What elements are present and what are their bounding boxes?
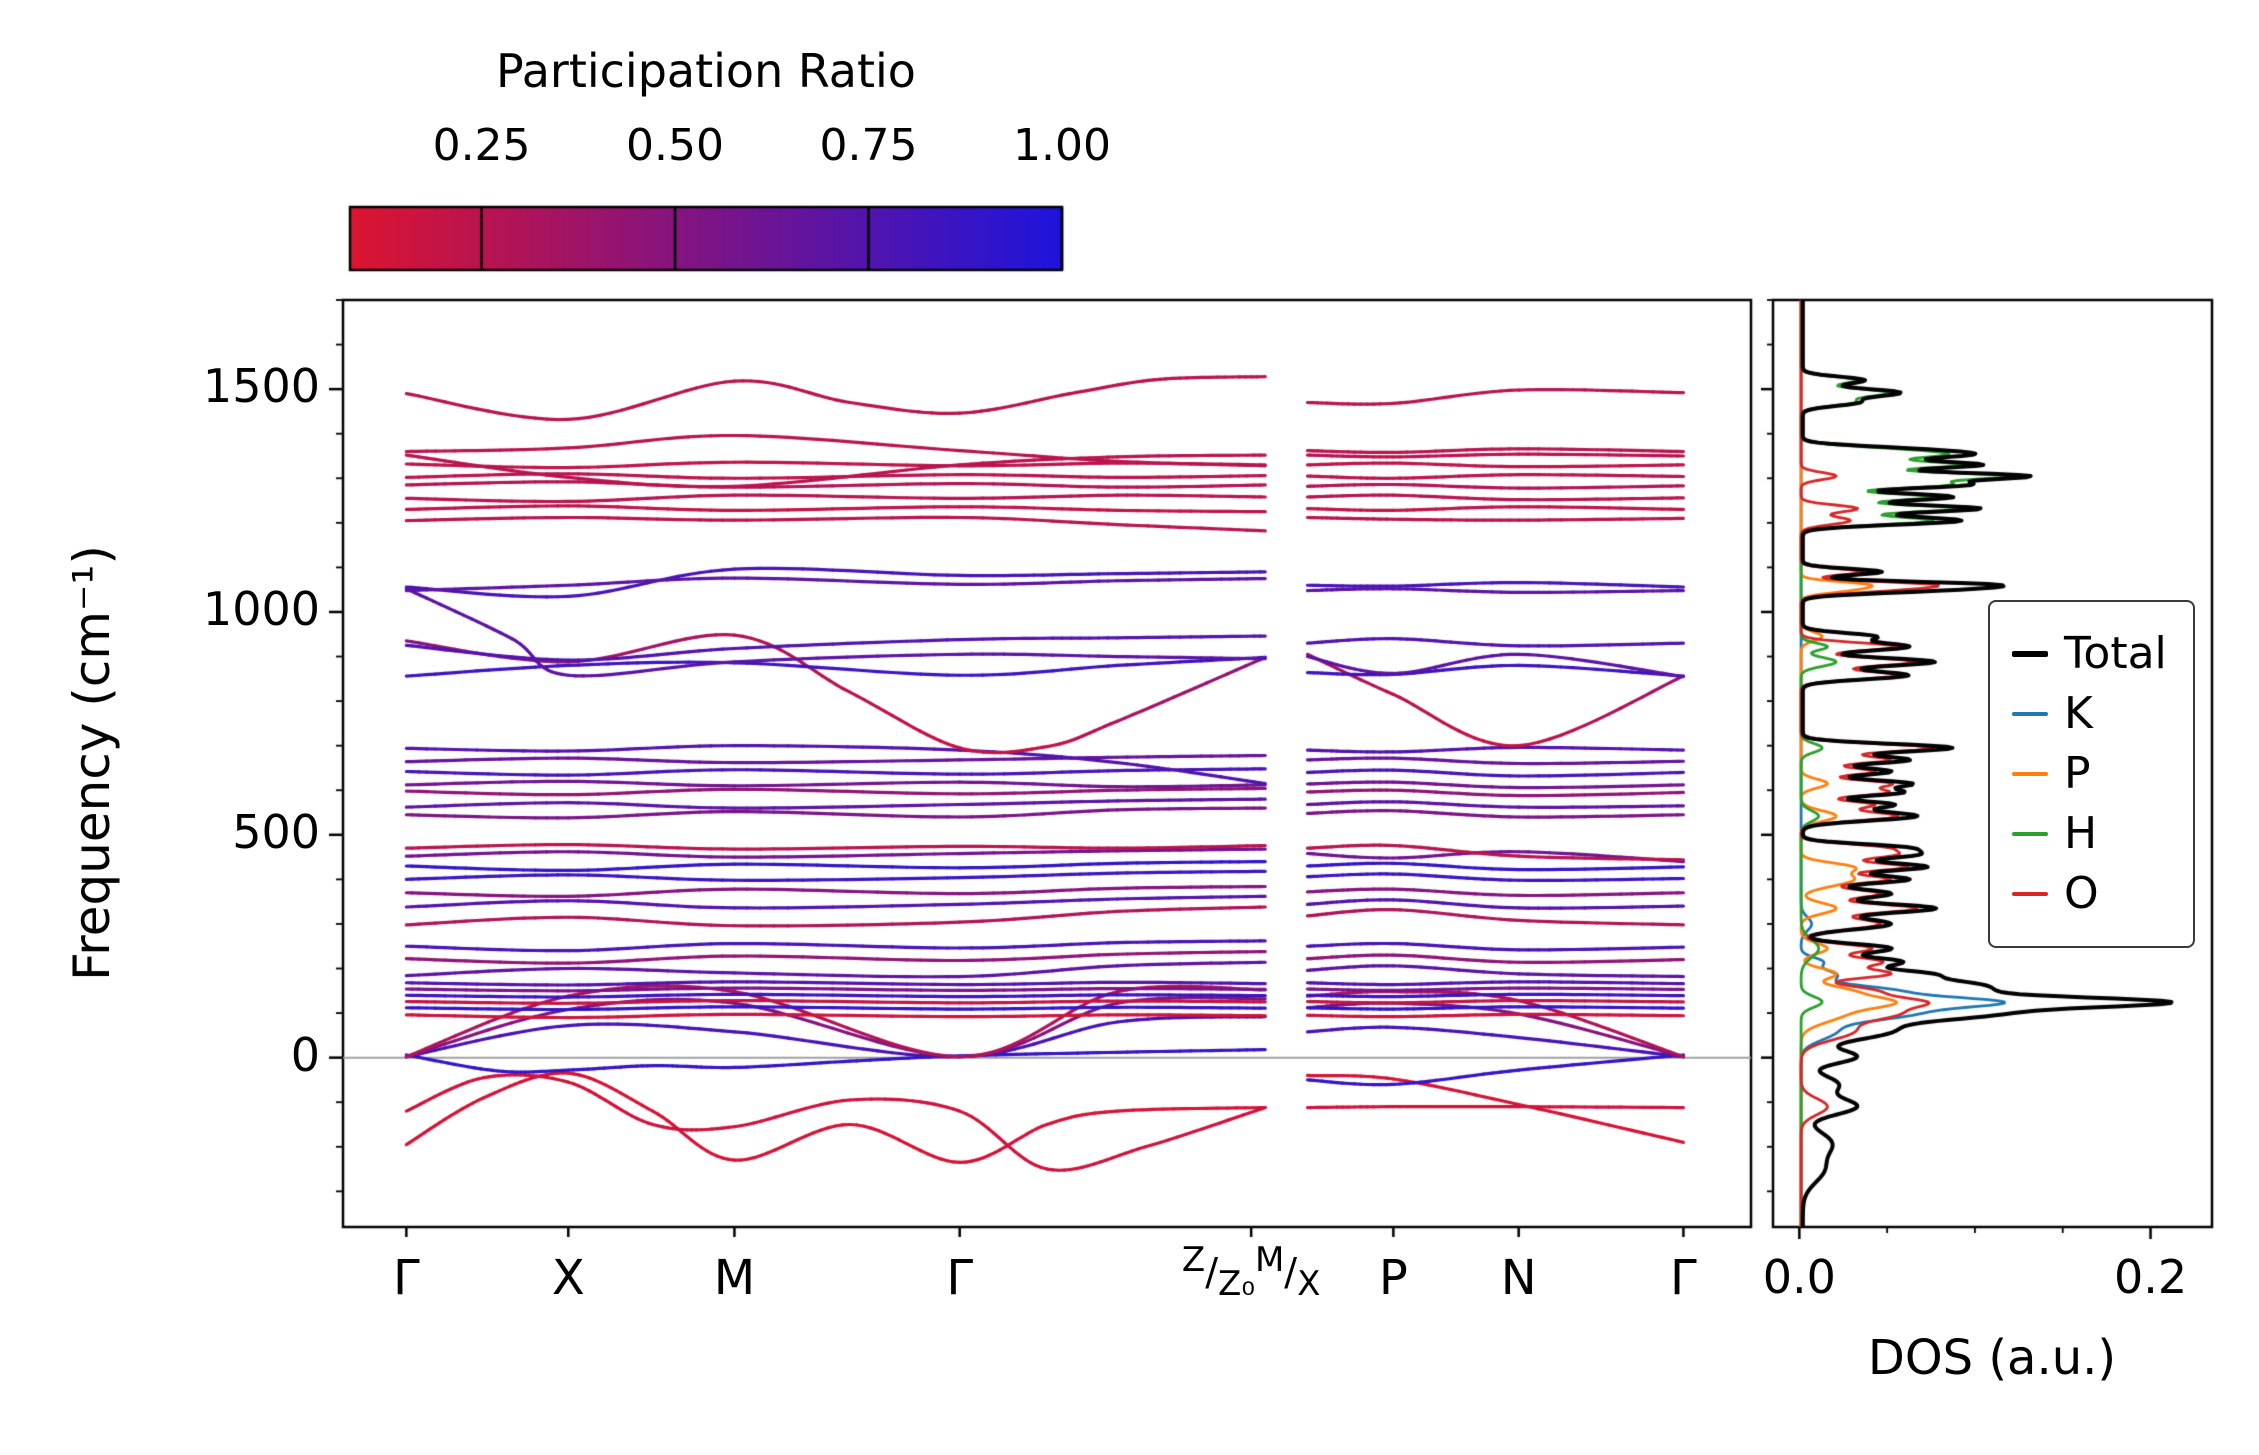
dos-legend: Total K P H O <box>1988 600 2195 948</box>
dos-tick-label: 0.2 <box>2113 1250 2188 1304</box>
y-tick-label: 0 <box>290 1027 320 1082</box>
legend-entry-total: Total <box>2012 630 2167 678</box>
legend-label: O <box>2064 868 2099 919</box>
kpoint-label-part: / <box>1284 1250 1298 1294</box>
kpoint-label: Γ <box>1670 1250 1697 1306</box>
colorbar-tick-label: 1.00 <box>1013 120 1111 171</box>
y-tick-label: 500 <box>232 804 320 859</box>
colorbar-tick-label: 0.50 <box>626 120 725 171</box>
kpoint-label: Γ <box>946 1250 974 1306</box>
kpoint-label: Γ <box>392 1250 420 1306</box>
colorbar-tick-label: 0.75 <box>819 120 918 171</box>
legend-entry-k: K <box>2012 690 2167 738</box>
dos-tick-label: 0.0 <box>1762 1250 1836 1304</box>
legend-label: Total <box>2064 628 2167 679</box>
kpoint-label-part: X <box>1297 1264 1321 1304</box>
colorbar-tick-label: 0.25 <box>432 120 531 171</box>
kpoint-label: M <box>713 1250 756 1306</box>
legend-swatch <box>2012 651 2048 657</box>
y-tick-label: 1500 <box>202 359 320 414</box>
kpoint-label-part: Z <box>1181 1240 1206 1280</box>
kpoint-label: P <box>1378 1250 1408 1306</box>
legend-entry-h: H <box>2012 810 2167 858</box>
kpoint-label: N <box>1500 1250 1537 1306</box>
y-tick-label: 1000 <box>202 581 320 636</box>
kpoint-label: Z/Z₀M/X <box>1182 1240 1320 1304</box>
legend-swatch <box>2012 892 2048 896</box>
kpoint-label-part: M <box>1254 1240 1285 1280</box>
dos-axis-label: DOS (a.u.) <box>1867 1330 2117 1386</box>
legend-swatch <box>2012 772 2048 776</box>
legend-swatch <box>2012 712 2048 716</box>
legend-swatch <box>2012 832 2048 836</box>
legend-label: H <box>2064 808 2098 859</box>
colorbar-title: Participation Ratio <box>496 44 916 98</box>
kpoint-label: X <box>551 1250 585 1306</box>
legend-entry-p: P <box>2012 750 2167 798</box>
legend-entry-o: O <box>2012 870 2167 918</box>
frequency-axis-label: Frequency (cm⁻¹) <box>63 545 121 981</box>
kpoint-label-part: / <box>1205 1250 1219 1294</box>
legend-label: P <box>2064 748 2091 799</box>
legend-label: K <box>2064 688 2093 739</box>
kpoint-label-part: Z₀ <box>1218 1264 1255 1304</box>
